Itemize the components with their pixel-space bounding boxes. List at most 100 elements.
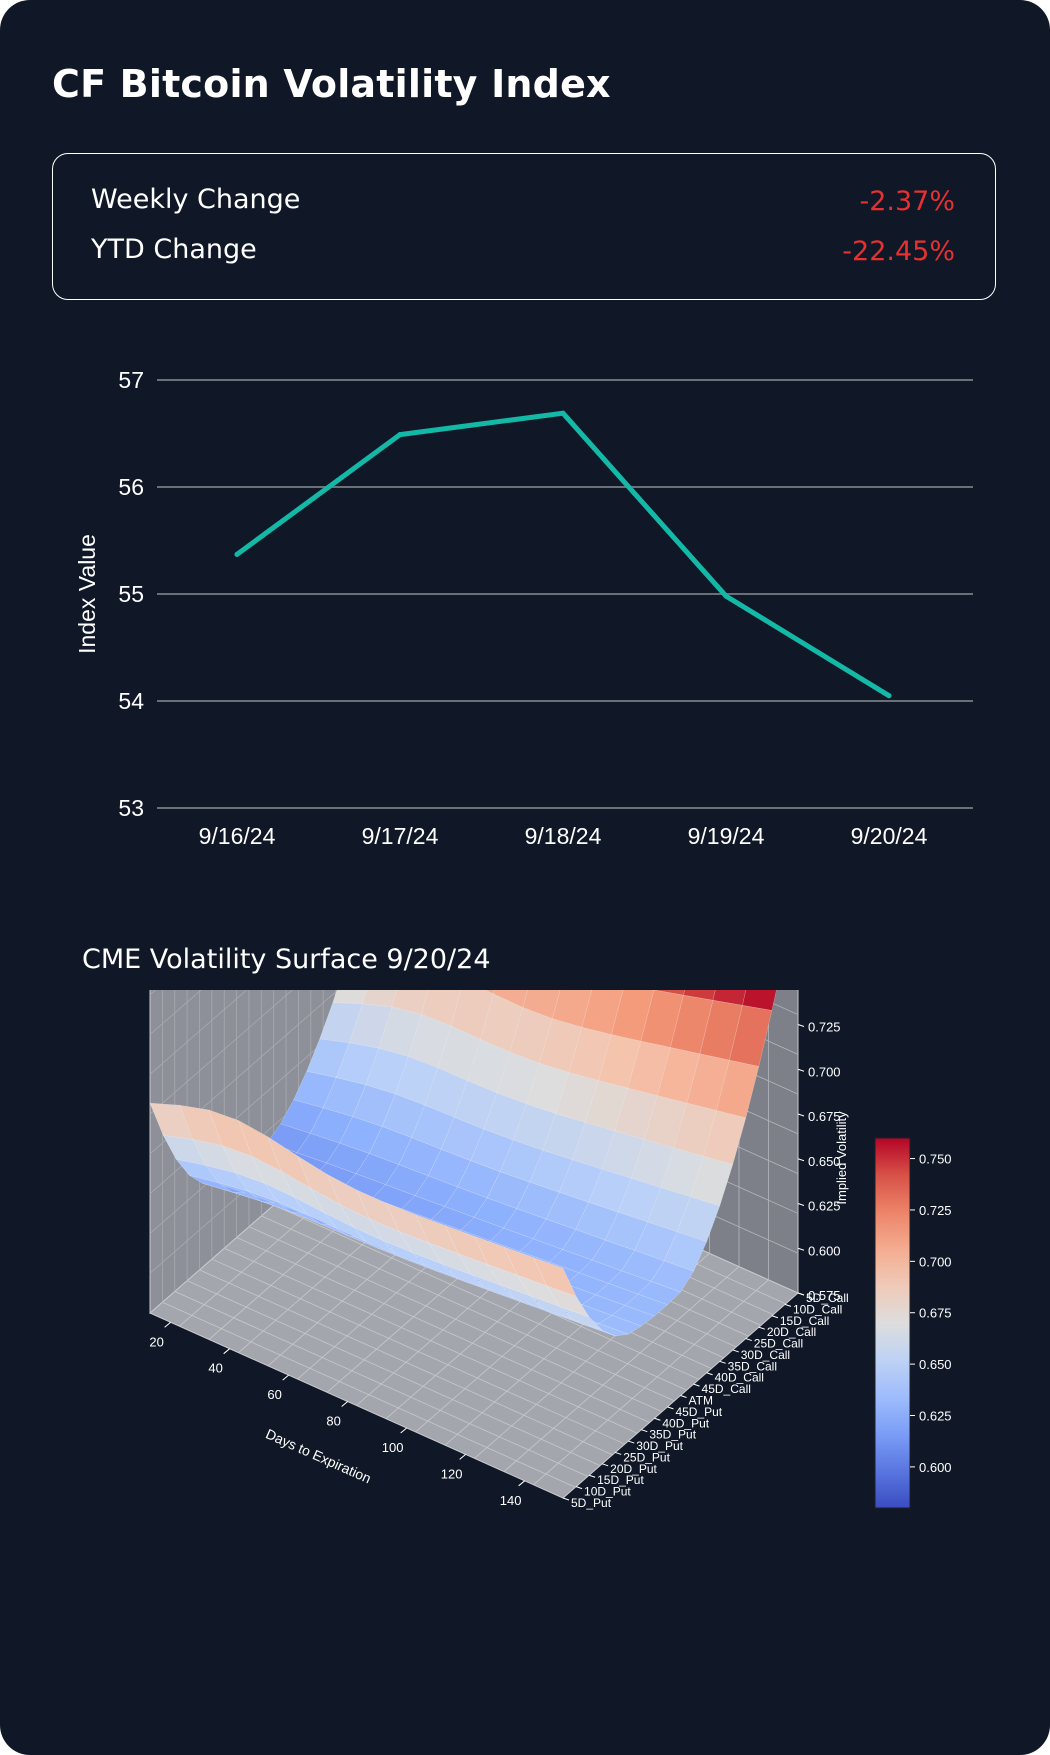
y-tick-label: 5D_Put xyxy=(571,1496,612,1510)
surface-facet xyxy=(584,1080,629,1132)
surface-facet xyxy=(712,990,747,1006)
surface-facet xyxy=(542,1113,586,1161)
surface-facet xyxy=(484,990,495,995)
surface-facet xyxy=(604,1211,648,1251)
y-tick-label: 35D_Call xyxy=(728,1359,777,1373)
surface-facet xyxy=(683,990,716,1001)
floor-grid-line xyxy=(211,1258,626,1445)
floor-grid-line xyxy=(174,1291,588,1477)
index-line-chart: 53 54 55 56 57 9/16/24 9/17/24 9/18/24 9/19/24 9/… xyxy=(74,367,973,849)
surface-facet xyxy=(660,1147,704,1198)
data-point xyxy=(234,551,240,557)
x-tick xyxy=(518,1480,525,1487)
y-tick-label: ATM xyxy=(689,1394,713,1408)
surface-facet xyxy=(533,1257,577,1297)
surface-facet xyxy=(627,1040,671,1097)
y-tick-label: 10D_Put xyxy=(584,1485,631,1499)
y-tick xyxy=(732,1349,739,1353)
y-tick xyxy=(680,1395,687,1398)
surface-facet xyxy=(598,1315,642,1335)
floor-grid-line xyxy=(503,1266,740,1472)
surface-facet xyxy=(519,1238,563,1263)
y-tick-label: 40D_Call xyxy=(715,1371,764,1385)
surface-facet xyxy=(473,1197,517,1229)
surface-facet xyxy=(663,1231,707,1272)
x-tick-label: 40 xyxy=(208,1361,222,1376)
x-tick xyxy=(459,1454,466,1460)
y-tick-label: 20D_Call xyxy=(767,1325,816,1339)
surface-facet xyxy=(656,1047,701,1104)
floor-grid-line xyxy=(199,1269,613,1456)
x-tick-label: 9/16/24 xyxy=(199,823,276,849)
floor-grid-line xyxy=(236,1237,650,1423)
x-tick xyxy=(282,1374,289,1381)
x-tick-label: 9/20/24 xyxy=(851,823,928,849)
y-tick xyxy=(575,1486,583,1490)
y-tick-label: 45D_Call xyxy=(702,1382,751,1396)
surface-facet xyxy=(601,1130,645,1179)
x-tick-label: 20 xyxy=(149,1334,163,1349)
ytd-change-row: YTD Change -22.45% xyxy=(91,228,955,268)
surface-facet xyxy=(551,990,593,1028)
surface-facet xyxy=(607,1270,652,1295)
surface-facet xyxy=(673,1102,717,1157)
z-tick xyxy=(797,1247,805,1251)
surface-facet xyxy=(221,1145,266,1184)
y-tick-label: 25D_Put xyxy=(623,1450,670,1464)
colorbar-tick-label: 0.675 xyxy=(919,1306,952,1321)
colorbar-tick-label: 0.750 xyxy=(919,1152,952,1167)
x-tick-label: 60 xyxy=(267,1387,281,1402)
y-tick-label: 35D_Put xyxy=(649,1428,696,1442)
surface-facet xyxy=(689,1155,734,1207)
colorbar xyxy=(874,1137,911,1509)
y-tick-label: 10D_Call xyxy=(793,1302,842,1316)
y-tick xyxy=(588,1474,596,1478)
surface-facet xyxy=(267,1136,312,1189)
y-tick-label: 55 xyxy=(118,581,144,607)
surface-facet xyxy=(742,990,777,1011)
z-tick xyxy=(797,1068,805,1072)
z-tick-label: 0.725 xyxy=(808,1020,841,1035)
surface-facet xyxy=(503,1208,547,1240)
x-tick-label: 100 xyxy=(382,1440,404,1455)
y-tick-label: 40D_Put xyxy=(662,1416,709,1430)
colorbar-tick-label: 0.600 xyxy=(919,1460,952,1475)
surface-facet xyxy=(653,990,685,996)
data-point xyxy=(560,410,566,416)
y-tick-label: 20D_Put xyxy=(610,1462,657,1476)
y-axis-label: Index Value xyxy=(74,534,100,654)
y-tick xyxy=(745,1338,752,1342)
left-wall-grid-line xyxy=(149,990,293,1115)
surface-facet xyxy=(444,1225,489,1265)
surface-facet xyxy=(686,1053,730,1111)
data-point xyxy=(397,432,403,438)
surface-facet xyxy=(634,1221,678,1262)
surface-facet xyxy=(650,1260,694,1293)
y-tick xyxy=(615,1451,622,1455)
x-tick-label: 9/17/24 xyxy=(362,823,439,849)
left-wall-grid-line xyxy=(149,990,248,1075)
surface-facet xyxy=(555,1072,599,1123)
ytd-change-label: YTD Change xyxy=(91,234,257,265)
y-tick-label: 54 xyxy=(118,688,144,714)
y-tick-label: 53 xyxy=(118,795,144,821)
z-tick xyxy=(797,1203,805,1206)
y-tick xyxy=(706,1372,713,1376)
x-axis-label: Days to Expiration xyxy=(263,1426,373,1487)
surface-facet xyxy=(323,1212,367,1243)
x-tick-label: 120 xyxy=(441,1466,463,1481)
y-tick xyxy=(602,1463,609,1467)
y-tick-label: 56 xyxy=(118,474,144,500)
x-tick xyxy=(400,1427,407,1434)
y-tick xyxy=(784,1303,792,1307)
x-tick xyxy=(223,1348,230,1355)
weekly-change-row: Weekly Change -2.37% xyxy=(91,178,955,218)
y-tick xyxy=(628,1440,635,1444)
y-tick-label: 25D_Call xyxy=(754,1337,803,1351)
surface-facet xyxy=(715,1059,760,1119)
floor-grid-line xyxy=(273,1204,687,1391)
y-tick xyxy=(758,1326,765,1330)
z-tick xyxy=(797,1024,805,1027)
surface-chart-title: CME Volatility Surface 9/20/24 xyxy=(82,944,491,975)
